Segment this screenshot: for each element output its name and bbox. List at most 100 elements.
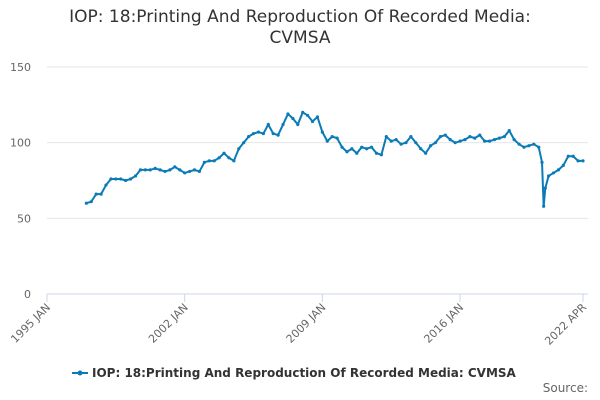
- point: [163, 169, 167, 174]
- point: [271, 131, 275, 136]
- point: [306, 113, 310, 118]
- point: [409, 135, 413, 139]
- point: [173, 165, 177, 169]
- point: [143, 168, 147, 172]
- point: [527, 144, 531, 148]
- point: [473, 136, 477, 140]
- point: [227, 156, 231, 160]
- legend-marker: [77, 370, 83, 376]
- point: [384, 135, 388, 139]
- point: [266, 122, 270, 127]
- point: [232, 159, 236, 163]
- x-tick-label: 2009 JAN: [284, 301, 329, 346]
- point: [192, 168, 197, 172]
- point: [183, 171, 187, 175]
- point: [369, 145, 374, 149]
- x-tick-label: 2022 APR: [542, 301, 589, 348]
- point: [458, 139, 462, 143]
- x-tick-label: 2016 JAN: [421, 301, 466, 346]
- point: [247, 135, 251, 139]
- point: [414, 141, 418, 145]
- point: [178, 168, 182, 172]
- point: [379, 153, 383, 157]
- point: [576, 159, 580, 163]
- point: [561, 163, 565, 167]
- source: Source:: [543, 381, 588, 395]
- point: [468, 135, 472, 139]
- point: [365, 147, 369, 151]
- point: [256, 130, 261, 134]
- point: [404, 141, 408, 145]
- point: [335, 136, 339, 140]
- series-line: [86, 110, 583, 207]
- point: [345, 150, 349, 154]
- point: [330, 135, 334, 139]
- y-tick-label: 100: [10, 137, 31, 150]
- legend-item[interactable]: IOP: 18:Printing And Reproduction Of Rec…: [72, 366, 517, 380]
- point: [483, 139, 487, 143]
- point: [89, 200, 93, 204]
- point: [109, 177, 113, 181]
- legend-label: IOP: 18:Printing And Reproduction Of Rec…: [92, 366, 517, 380]
- point: [286, 112, 290, 116]
- point: [291, 116, 295, 121]
- point: [138, 168, 143, 172]
- point: [487, 139, 492, 143]
- point: [463, 138, 467, 142]
- point: [478, 133, 482, 137]
- point: [148, 168, 152, 172]
- point: [546, 174, 551, 178]
- point: [424, 151, 428, 155]
- point: [542, 204, 546, 208]
- point: [340, 145, 344, 149]
- point: [84, 201, 88, 205]
- point: [296, 122, 300, 127]
- point: [492, 138, 497, 142]
- point: [512, 138, 516, 142]
- x-tick-label: 2002 JAN: [146, 301, 191, 346]
- point: [261, 131, 265, 136]
- chart-title: IOP: 18:Printing And Reproduction Of Rec…: [69, 7, 531, 48]
- point: [540, 160, 544, 164]
- point: [360, 145, 364, 149]
- point: [276, 133, 280, 137]
- point: [168, 168, 172, 172]
- point: [222, 151, 226, 155]
- point: [453, 141, 457, 145]
- point: [433, 141, 438, 145]
- point: [104, 183, 108, 187]
- point: [202, 160, 206, 164]
- point: [497, 136, 502, 140]
- point: [133, 174, 138, 178]
- point: [158, 168, 162, 172]
- point: [310, 119, 315, 124]
- x-tick-label: 1995 JAN: [8, 301, 53, 346]
- point: [212, 159, 216, 163]
- point: [581, 159, 585, 163]
- point: [517, 142, 521, 146]
- point: [443, 133, 447, 137]
- point: [419, 147, 423, 151]
- point: [551, 171, 556, 175]
- point: [188, 169, 192, 174]
- point: [114, 177, 118, 181]
- point: [242, 141, 246, 145]
- point: [325, 139, 329, 143]
- point: [507, 128, 511, 133]
- point: [438, 135, 442, 139]
- point: [153, 166, 157, 170]
- point: [251, 131, 256, 136]
- point: [320, 130, 324, 134]
- point: [124, 178, 128, 183]
- point: [94, 192, 98, 196]
- point: [237, 147, 241, 151]
- point: [399, 142, 403, 146]
- point: [566, 154, 570, 158]
- point: [301, 110, 305, 114]
- point: [571, 154, 575, 158]
- y-tick-label: 0: [24, 288, 31, 301]
- y-tick-label: 50: [17, 212, 31, 225]
- point: [428, 144, 433, 148]
- point: [281, 122, 285, 127]
